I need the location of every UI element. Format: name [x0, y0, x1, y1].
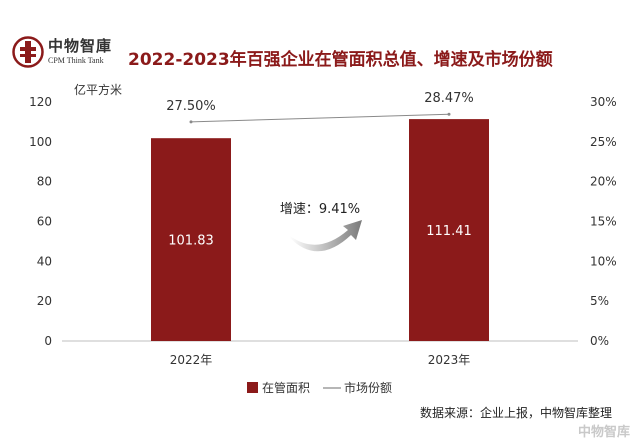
- left-tick-label: 0: [44, 334, 52, 348]
- right-tick-label: 30%: [590, 95, 617, 109]
- legend-label-line: 市场份额: [344, 380, 392, 395]
- logo-english-text: CPM Think Tank: [48, 56, 104, 65]
- share-point: [189, 120, 193, 124]
- right-tick-label: 25%: [590, 135, 617, 149]
- share-line-segment: [190, 113, 450, 123]
- bar: [151, 138, 231, 341]
- logo-chinese-text: 中物智庫: [48, 37, 113, 55]
- left-tick-label: 100: [29, 135, 52, 149]
- share-line: [189, 112, 451, 124]
- curved-arrow-icon: [290, 220, 362, 252]
- bar: [409, 119, 489, 341]
- legend: 在管面积 市场份额: [247, 380, 392, 395]
- growth-annotation: 增速：9.41%: [280, 202, 362, 252]
- left-tick-label: 60: [37, 215, 52, 229]
- bar-data-label: 101.83: [168, 234, 214, 249]
- right-tick-label: 15%: [590, 215, 617, 229]
- bar-data-label: 111.41: [426, 224, 472, 239]
- logo: 中物智庫 CPM Think Tank: [12, 36, 112, 68]
- legend-swatch-bar: [247, 382, 258, 393]
- x-tick-label: 2023年: [428, 353, 471, 367]
- left-tick-label: 40: [37, 254, 52, 268]
- share-data-label: 28.47%: [424, 91, 474, 106]
- data-labels: 101.83 111.41 27.50% 28.47%: [166, 91, 474, 248]
- legend-label-bar: 在管面积: [262, 380, 310, 395]
- right-tick-label: 20%: [590, 175, 617, 189]
- left-axis-unit: 亿平方米: [74, 82, 122, 97]
- right-tick-label: 10%: [590, 254, 617, 268]
- axes: 0 20 40 60 80 100 120 亿平方米 0% 5% 10% 15% 20% 25% 30% 20…: [29, 82, 617, 367]
- chart-title: 2022-2023年百强企业在管面积总值、增速及市场份额: [128, 50, 553, 70]
- source-note: 数据来源：企业上报，中物智库整理: [419, 406, 612, 420]
- logo-seal-icon: [12, 36, 44, 68]
- right-tick-label: 5%: [590, 294, 609, 308]
- bars: [151, 119, 489, 341]
- left-tick-label: 120: [29, 95, 52, 109]
- growth-label: 增速：9.41%: [280, 202, 360, 217]
- left-tick-label: 20: [37, 294, 52, 308]
- share-point: [447, 112, 451, 116]
- watermark: 中物智库: [577, 425, 630, 440]
- right-tick-label: 0%: [590, 334, 609, 348]
- left-tick-label: 80: [37, 175, 52, 189]
- share-data-label: 27.50%: [166, 99, 216, 114]
- x-tick-label: 2022年: [170, 353, 213, 367]
